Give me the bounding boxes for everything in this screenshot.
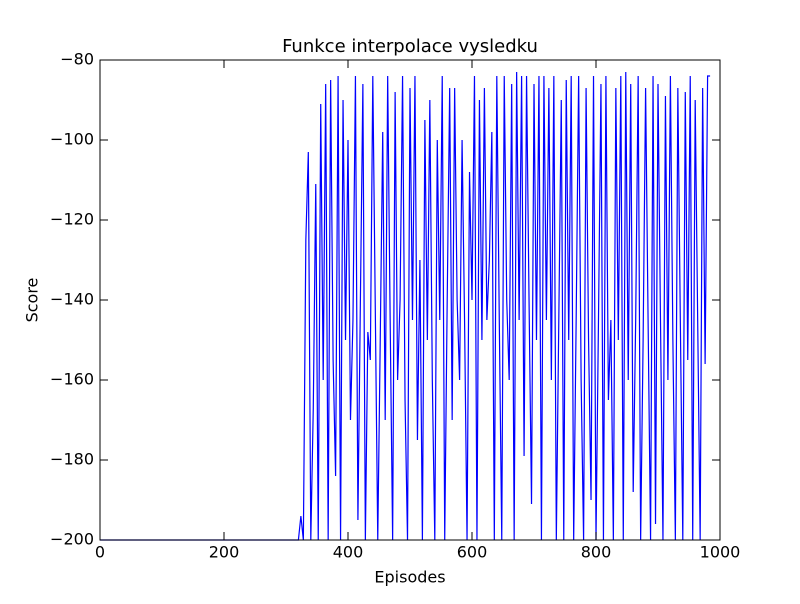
y-tick-label: −100 (50, 130, 94, 149)
x-tick-label: 200 (209, 543, 240, 562)
x-tick-label: 400 (333, 543, 364, 562)
y-tick-label: −140 (50, 290, 94, 309)
y-axis-label: Score (23, 278, 42, 323)
x-tick-label: 0 (95, 543, 105, 562)
x-tick-label: 600 (457, 543, 488, 562)
y-tick-label: −80 (60, 50, 94, 69)
y-tick-label: −180 (50, 450, 94, 469)
data-line (100, 71, 711, 541)
x-tick-label: 800 (581, 543, 612, 562)
x-tick-label: 1000 (700, 543, 741, 562)
y-tick-label: −120 (50, 210, 94, 229)
x-axis-label: Episodes (374, 568, 445, 587)
y-tick-label: −200 (50, 530, 94, 549)
chart-title: Funkce interpolace vysledku (282, 36, 538, 57)
y-tick-label: −160 (50, 370, 94, 389)
